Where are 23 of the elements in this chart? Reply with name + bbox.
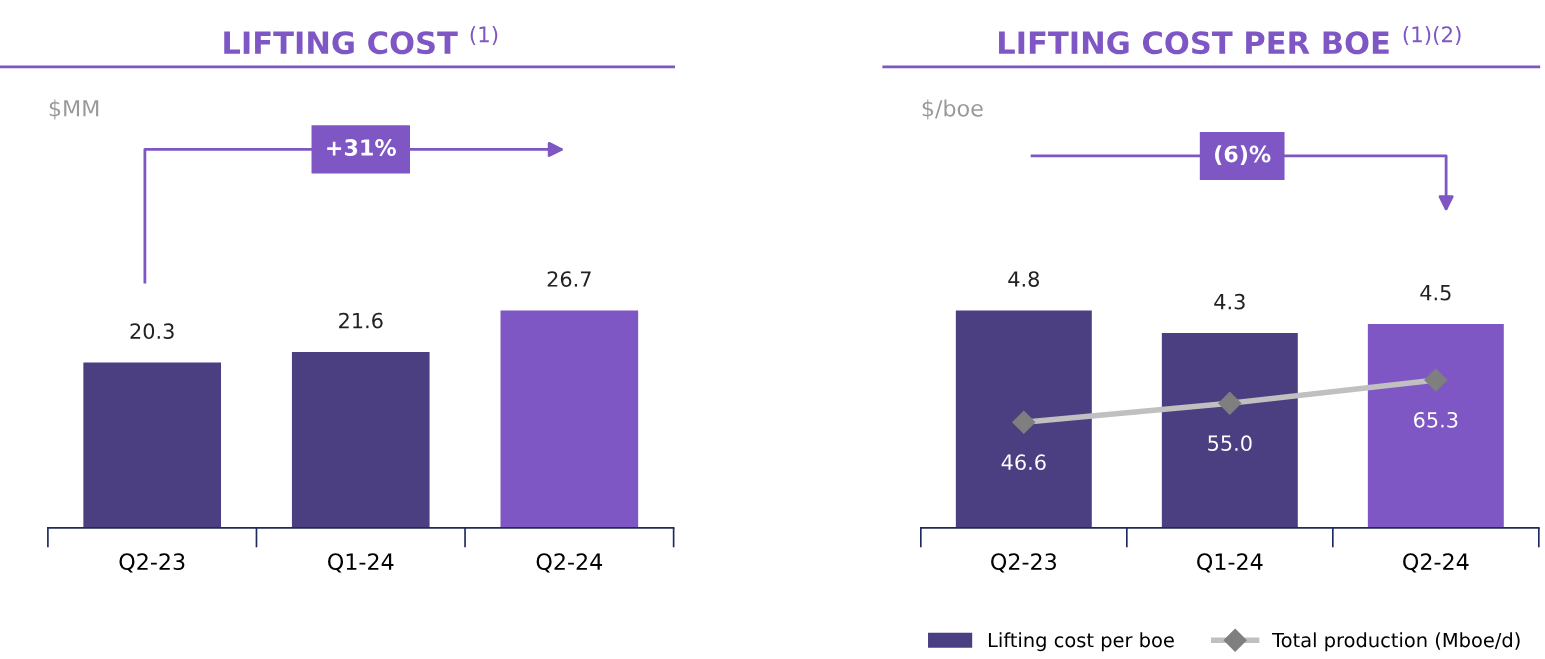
data-label: 4.8 <box>1008 271 1039 287</box>
text: (6)% <box>1215 145 1271 166</box>
x-tick-label: Q2-24 <box>536 553 603 573</box>
legend-label: Lifting cost per boe <box>988 632 1174 652</box>
data-label: 21.6 <box>339 312 383 329</box>
y-axis-title: $/boe <box>922 99 983 120</box>
data-label: 4.3 <box>1214 293 1245 310</box>
x-tick-label: Q1-24 <box>1197 553 1263 573</box>
data-label: 55.0 <box>1208 435 1252 452</box>
x-tick-label: Q2-23 <box>991 553 1056 573</box>
data-label: 4.5 <box>1420 285 1451 301</box>
data-label: 20.3 <box>130 323 174 340</box>
data-label: 65.3 <box>1414 411 1458 428</box>
x-tick-label: Q2-24 <box>1403 553 1469 573</box>
x-tick-label: Q1-24 <box>328 553 394 573</box>
text: +31% <box>327 139 396 156</box>
chart-title: LIFTING COST PER BOE $^{(1)(2)}$ <box>999 25 1461 55</box>
legend-label: Total production (Mboe/d) <box>1272 632 1520 652</box>
y-axis-title: $MM <box>49 99 99 120</box>
data-label: 46.6 <box>1001 454 1046 471</box>
x-tick-label: Q2-23 <box>119 553 185 573</box>
data-label: 26.7 <box>547 271 591 287</box>
chart-title: LIFTING COST $^{(1)}$ <box>224 25 498 55</box>
